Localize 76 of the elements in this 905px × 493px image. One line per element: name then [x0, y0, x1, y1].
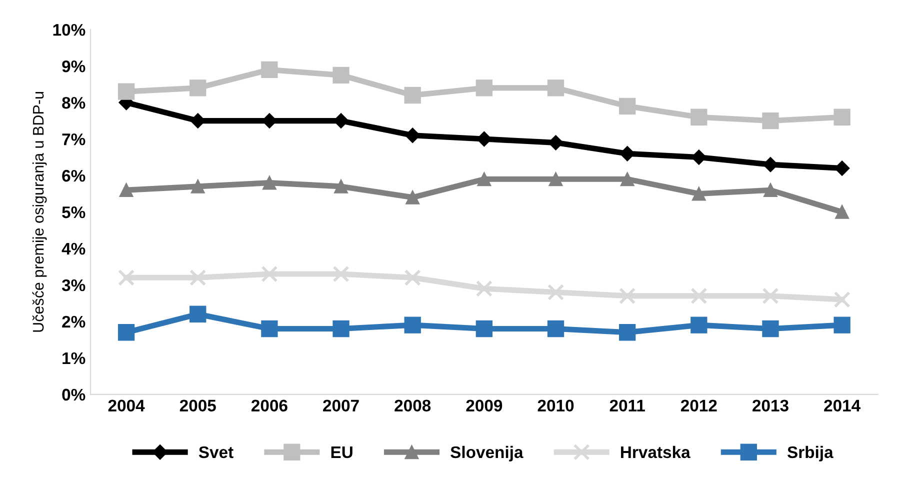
point	[476, 280, 493, 297]
legend-label: Srbija	[787, 446, 834, 462]
y-tick-label: 8%	[62, 96, 86, 109]
legend-label: Hrvatska	[621, 446, 690, 458]
point	[404, 316, 421, 334]
y-tick-label: 9%	[62, 60, 86, 72]
y-tick-label: 2%	[62, 316, 86, 328]
point	[332, 320, 350, 338]
point	[262, 176, 276, 190]
x-tick-label: 2013	[752, 400, 788, 412]
point	[690, 108, 708, 126]
point	[476, 320, 493, 338]
point	[118, 269, 135, 286]
point	[548, 135, 564, 150]
y-tick-label: 0%	[62, 388, 86, 401]
point	[834, 291, 850, 308]
y-tick-label: 5%	[62, 206, 86, 218]
point	[690, 316, 708, 334]
point	[618, 288, 636, 304]
point	[547, 320, 564, 338]
y-tick-label: 3%	[62, 279, 86, 292]
point	[261, 266, 278, 282]
point	[692, 186, 706, 201]
point	[332, 66, 350, 84]
point	[762, 112, 779, 130]
point	[690, 288, 708, 304]
legend-label: Slovenija	[450, 446, 524, 462]
point	[835, 205, 850, 219]
point	[691, 150, 706, 165]
point	[334, 180, 348, 194]
point	[620, 172, 634, 186]
point	[119, 183, 134, 198]
point	[190, 180, 205, 194]
point	[261, 320, 278, 338]
point	[834, 108, 850, 126]
x-tick-label: 2004	[108, 400, 145, 412]
point	[620, 146, 635, 162]
point	[548, 172, 563, 186]
x-tick-label: 2005	[180, 400, 216, 412]
legend-label: EU	[331, 446, 352, 458]
point	[547, 80, 564, 96]
point	[618, 98, 636, 115]
point	[762, 320, 779, 338]
x-tick-label: 2006	[251, 400, 288, 412]
point	[762, 288, 779, 304]
y-tick-label: 7%	[62, 133, 86, 146]
point	[261, 61, 278, 78]
x-tick-label: 2008	[394, 400, 431, 412]
y-axis-title: Učešće premije osiguranja u BDP-u	[32, 92, 47, 332]
point	[834, 316, 850, 334]
x-tick-label: 2009	[466, 400, 502, 412]
legend-label: Svet	[198, 446, 234, 458]
point	[190, 269, 206, 286]
point	[404, 86, 421, 104]
point	[118, 83, 135, 100]
x-tick-label: 2007	[323, 400, 359, 412]
point	[618, 324, 636, 341]
point	[476, 80, 493, 96]
point	[547, 284, 564, 301]
x-tick-label: 2010	[538, 400, 574, 412]
point	[332, 266, 350, 282]
y-tick-label: 4%	[62, 242, 86, 255]
point	[406, 190, 420, 204]
point	[476, 131, 492, 147]
point	[190, 80, 206, 96]
point	[118, 324, 135, 341]
point	[404, 269, 421, 286]
x-tick-label: 2011	[610, 400, 645, 412]
point	[477, 172, 492, 186]
x-tick-label: 2014	[824, 400, 861, 412]
y-tick-label: 1%	[62, 352, 86, 364]
point	[764, 183, 778, 198]
y-tick-label: 6%	[62, 170, 86, 182]
x-tick-label: 2012	[680, 400, 717, 412]
y-tick-label: 10%	[53, 24, 86, 36]
point	[190, 306, 206, 322]
